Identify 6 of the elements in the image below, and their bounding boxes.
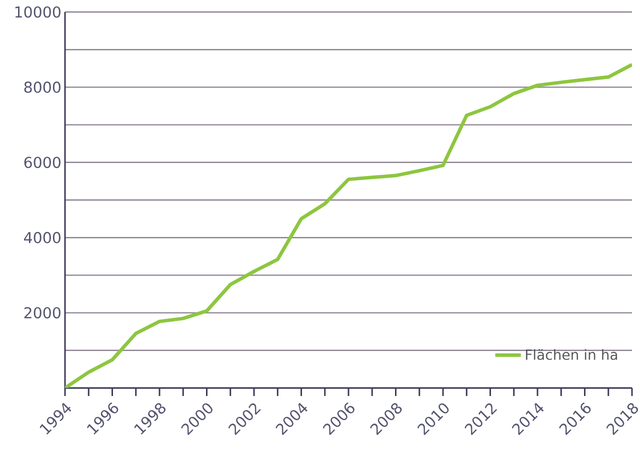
y-tick-label: 4000 [24, 232, 60, 244]
y-tick-label: 2000 [24, 307, 60, 318]
y-tick-label: 10000 [15, 6, 60, 18]
y-tick-label: 8000 [24, 82, 60, 93]
legend-label: Flächen in ha [526, 349, 618, 360]
y-tick-label: 6000 [24, 156, 60, 168]
